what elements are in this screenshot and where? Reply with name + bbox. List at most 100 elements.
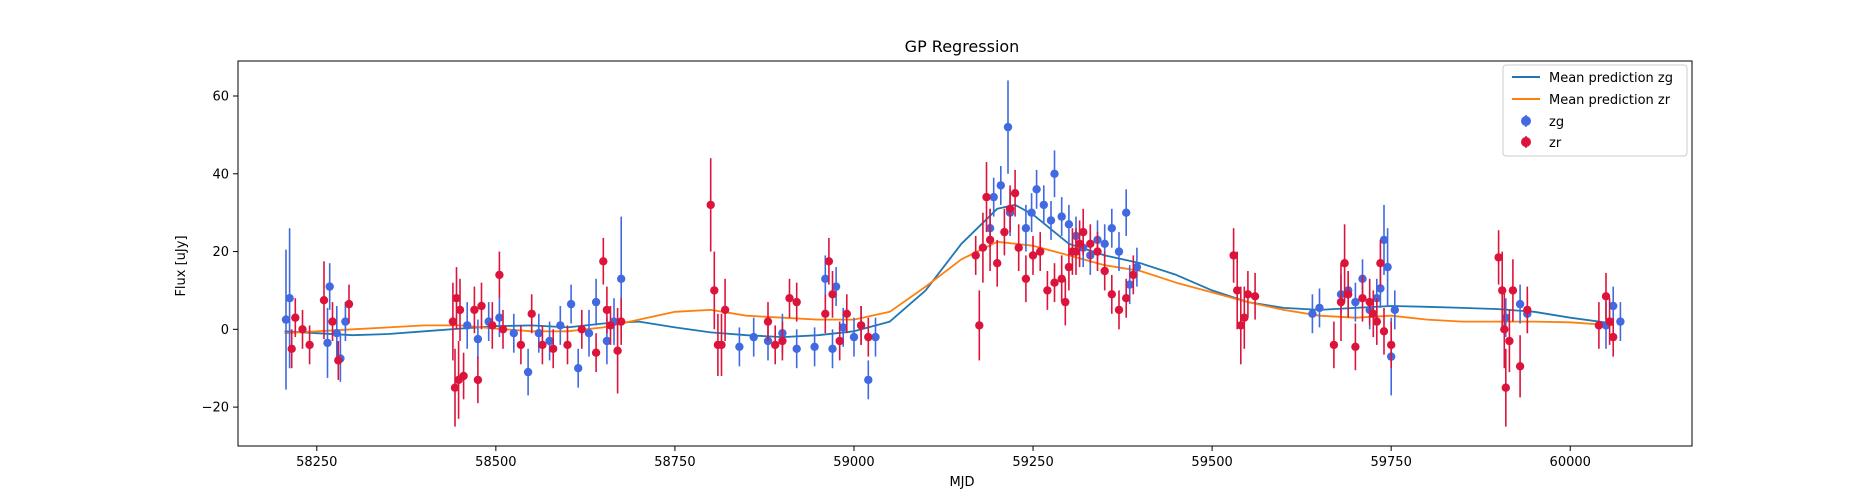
- legend-swatch-zr-marker: [1521, 137, 1531, 147]
- y-tick-label: 20: [212, 245, 229, 260]
- zg-data-point: [617, 274, 626, 283]
- zr-data-point: [1057, 274, 1066, 283]
- zg-data-point: [509, 329, 518, 338]
- zg-data-point: [1039, 200, 1049, 210]
- zr-data-point: [710, 286, 719, 295]
- y-tick-label: 40: [212, 167, 229, 182]
- zr-data-point: [477, 301, 486, 311]
- zr-data-point: [856, 321, 866, 330]
- zr-data-point: [1365, 297, 1374, 307]
- x-tick-label: 59000: [833, 455, 874, 470]
- zr-data-point: [495, 270, 504, 280]
- axes: 58250 58500 58750 59000 59250 59500 59750 60000…: [202, 60, 1693, 470]
- zr-data-point: [828, 290, 837, 299]
- zr-data-point: [821, 309, 830, 318]
- plot-frame: [237, 60, 1693, 447]
- zr-data-point: [538, 340, 547, 350]
- zg-data-point: [1609, 301, 1618, 311]
- zg-data-point: [566, 299, 576, 309]
- zr-data-point: [1379, 327, 1389, 336]
- zg-data-point: [463, 321, 472, 330]
- zr-data-point: [1340, 259, 1349, 268]
- zg-data-point: [1114, 247, 1124, 256]
- zr-data-point: [792, 297, 801, 307]
- zr-data-point: [717, 340, 726, 350]
- data-points: [281, 80, 1625, 427]
- zg-data-point: [821, 274, 830, 283]
- zr-data-point: [778, 336, 787, 346]
- zr-data-point: [287, 344, 296, 353]
- zr-data-point: [1336, 297, 1346, 307]
- zr-data-point: [1014, 243, 1023, 252]
- zr-data-point: [985, 235, 995, 245]
- zg-data-point: [545, 336, 554, 346]
- zg-data-point: [1315, 303, 1324, 313]
- zr-data-point: [527, 309, 536, 318]
- zr-data-point: [1107, 290, 1117, 299]
- zr-data-point: [1376, 259, 1385, 268]
- zr-data-point: [291, 313, 300, 322]
- zg-data-point: [1125, 280, 1134, 289]
- zg-data-point: [332, 329, 341, 338]
- zg-data-point: [810, 342, 819, 351]
- zr-data-point: [975, 321, 984, 330]
- zr-data-point: [971, 251, 980, 260]
- zg-data-point: [523, 367, 533, 377]
- x-tick-label: 60000: [1550, 455, 1591, 470]
- x-tick-label: 59750: [1370, 455, 1411, 470]
- zr-data-point: [1079, 227, 1088, 237]
- zr-data-point: [1369, 309, 1378, 318]
- x-tick-label: 59250: [1012, 455, 1053, 470]
- zr-data-point: [1233, 286, 1242, 295]
- zr-data-point: [563, 340, 572, 350]
- zr-data-point: [1329, 340, 1339, 350]
- y-tick-label: 60: [212, 90, 229, 105]
- zr-data-point: [1071, 247, 1081, 256]
- x-axis-label: MJD: [949, 475, 974, 490]
- zg-data-point: [996, 181, 1005, 190]
- legend: Mean prediction zg Mean prediction zr zg…: [1502, 64, 1688, 157]
- zr-data-point: [1501, 383, 1511, 392]
- zg-data-point: [1021, 224, 1031, 233]
- zr-data-point: [1028, 251, 1038, 260]
- zr-data-point: [720, 305, 730, 315]
- zr-data-point: [771, 340, 780, 350]
- zr-data-point: [1100, 266, 1109, 276]
- zr-data-point: [1229, 251, 1238, 260]
- zr-data-point: [1043, 286, 1052, 295]
- zg-data-point: [1046, 216, 1056, 225]
- zg-data-point: [1390, 305, 1400, 315]
- zr-data-point: [1050, 278, 1059, 287]
- zg-data-point: [1107, 224, 1117, 233]
- zr-data-point: [1609, 332, 1618, 342]
- zr-data-point: [328, 317, 337, 326]
- zr-data-point: [1129, 270, 1138, 280]
- zr-data-point: [1351, 342, 1360, 351]
- zg-data-point: [1050, 169, 1059, 178]
- zg-data-point: [871, 332, 880, 342]
- zr-data-point: [549, 344, 558, 353]
- legend-label-zr-line: Mean prediction zr: [1549, 93, 1671, 108]
- zr-data-point: [1114, 305, 1124, 315]
- zr-data-point: [864, 332, 873, 342]
- zg-data-point: [1132, 262, 1142, 272]
- zr-data-point: [613, 346, 622, 355]
- zg-data-point: [556, 321, 565, 330]
- zr-data-point: [344, 299, 354, 309]
- zg-data-point: [574, 364, 583, 373]
- zr-data-point: [824, 257, 834, 266]
- zg-data-point: [325, 282, 334, 291]
- x-tick-label: 58250: [296, 455, 337, 470]
- zr-data-point: [498, 325, 508, 334]
- zr-data-point: [470, 305, 479, 315]
- zr-data-point: [448, 317, 458, 326]
- mean-prediction-zg-line: [284, 204, 1614, 338]
- zg-data-point: [839, 323, 848, 332]
- zr-data-point: [599, 257, 608, 266]
- zr-data-point: [1061, 297, 1070, 307]
- zr-data-point: [1010, 189, 1020, 198]
- zr-data-point: [334, 356, 343, 365]
- zr-data-point: [298, 325, 307, 334]
- zr-data-point: [1000, 227, 1009, 237]
